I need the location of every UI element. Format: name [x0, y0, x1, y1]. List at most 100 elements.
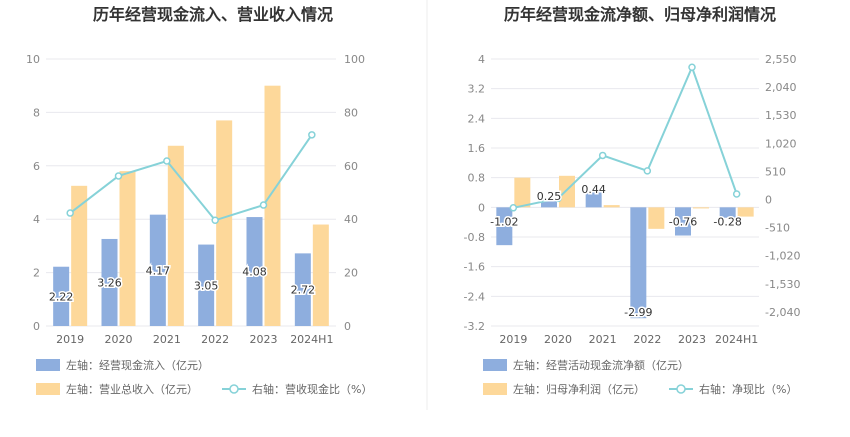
x-tick-label: 2020 [105, 333, 133, 346]
line-point [688, 63, 696, 72]
y-right-tick-label: 510 [765, 165, 786, 178]
data-label: 0.25 [537, 190, 562, 203]
y-right-tick-label: 0 [344, 320, 351, 333]
y-left-tick-label: -3.2 [464, 320, 485, 333]
bar-blue [630, 207, 647, 319]
y-left-tick-label: 6 [33, 160, 40, 173]
x-tick-label: 2023 [250, 333, 278, 346]
x-tick-label: 2024H1 [715, 333, 758, 346]
y-right-tick-label: 40 [344, 213, 358, 226]
bar-blue [149, 214, 166, 326]
series-line [513, 64, 738, 209]
legend-label: 右轴：净现比（%） [699, 382, 797, 396]
legend-label: 左轴：营业总收入（亿元） [66, 382, 198, 396]
legend-swatch [36, 359, 60, 371]
y-left-tick-label: -1.6 [464, 261, 485, 274]
line-point [114, 172, 123, 180]
y-right-tick-label: 0 [765, 194, 772, 207]
line-point [259, 201, 268, 209]
bar-blue [541, 198, 557, 208]
line-point [66, 209, 74, 217]
y-left-tick-label: 4 [33, 213, 40, 226]
data-label: 3.05 [194, 279, 219, 292]
data-label: 4.08 [242, 266, 267, 279]
bar-blue [53, 266, 70, 326]
line-point [732, 190, 741, 198]
bar-blue [101, 238, 118, 326]
data-label: 2.22 [49, 290, 74, 303]
line-point [308, 131, 316, 139]
bar-orange [737, 207, 754, 217]
y-left-tick-label: 0 [478, 201, 485, 214]
bar-orange [167, 145, 184, 326]
bar-blue [198, 244, 215, 326]
legend-label: 右轴：营收现金比（%） [252, 382, 372, 396]
data-label: -0.76 [669, 215, 697, 228]
y-right-tick-label: 2,040 [765, 81, 797, 94]
bar-orange [603, 205, 620, 208]
legend-swatch [483, 383, 507, 395]
y-left-tick-label: 8 [33, 106, 40, 119]
bar-blue [585, 191, 602, 208]
line-point [598, 151, 607, 160]
bar-blue [246, 217, 263, 326]
bar-blue [719, 207, 736, 218]
y-left-tick-label: 10 [26, 53, 40, 66]
line-point [643, 167, 652, 175]
x-tick-label: 2023 [678, 333, 706, 346]
legend-swatch-point [229, 384, 239, 394]
legend-swatch [36, 383, 60, 395]
bar-orange [312, 224, 329, 326]
y-left-tick-label: -0.8 [464, 231, 485, 244]
y-left-tick-label: 1.6 [468, 142, 486, 155]
y-right-tick-label: 60 [344, 160, 358, 173]
y-left-tick-label: 2.4 [468, 112, 486, 125]
data-label: 2.72 [291, 284, 316, 297]
bar-orange [264, 85, 281, 326]
bar-orange [693, 207, 709, 209]
bar-orange [514, 177, 531, 208]
y-right-tick-label: -1,020 [765, 250, 800, 263]
legend-label: 左轴：经营活动现金流净额（亿元） [513, 358, 689, 372]
bar-orange [216, 120, 233, 326]
x-tick-label: 2019 [56, 333, 84, 346]
y-right-tick-label: -2,040 [765, 306, 800, 319]
legend-swatch-point [676, 384, 686, 394]
series-line [69, 134, 313, 222]
y-right-tick-label: 80 [344, 106, 358, 119]
line-point [211, 216, 219, 225]
data-label: -0.28 [713, 215, 741, 228]
x-tick-label: 2022 [633, 333, 661, 346]
legend-swatch [483, 359, 507, 371]
y-left-tick-label: -2.4 [464, 290, 485, 303]
bar-orange [71, 185, 88, 326]
bar-orange [119, 171, 136, 326]
bar-orange [559, 175, 575, 208]
x-tick-label: 2022 [201, 333, 229, 346]
bar-blue [294, 253, 311, 326]
y-right-tick-label: 1,020 [765, 137, 797, 150]
chart-title-left: 历年经营现金流入、营业收入情况 [93, 5, 333, 24]
data-label: 0.44 [581, 183, 606, 196]
y-right-tick-label: 1,530 [765, 109, 797, 122]
line-point [163, 157, 171, 165]
line-point [509, 204, 518, 212]
bar-blue [675, 207, 691, 236]
y-left-tick-label: 0 [33, 320, 40, 333]
line-point [554, 194, 562, 203]
chart-right: -3.2 -2.4 -1.6 -0.8 0 0.8 1.6 2.4 3.2 4 -2,040 -1,5… [464, 53, 801, 396]
data-label: -2.99 [624, 306, 652, 319]
x-tick-label: 2021 [589, 333, 617, 346]
x-tick-label: 2021 [153, 333, 181, 346]
y-left-tick-label: 3.2 [468, 83, 486, 96]
y-left-tick-label: 4 [478, 53, 485, 66]
y-left-tick-label: 0.8 [468, 172, 486, 185]
bar-orange [648, 207, 665, 229]
chart-title-right: 历年经营现金流净额、归母净利润情况 [504, 5, 776, 24]
legend-label: 左轴：经营现金流入（亿元） [66, 358, 209, 372]
x-tick-label: 2020 [544, 333, 572, 346]
y-right-tick-label: 100 [344, 53, 365, 66]
